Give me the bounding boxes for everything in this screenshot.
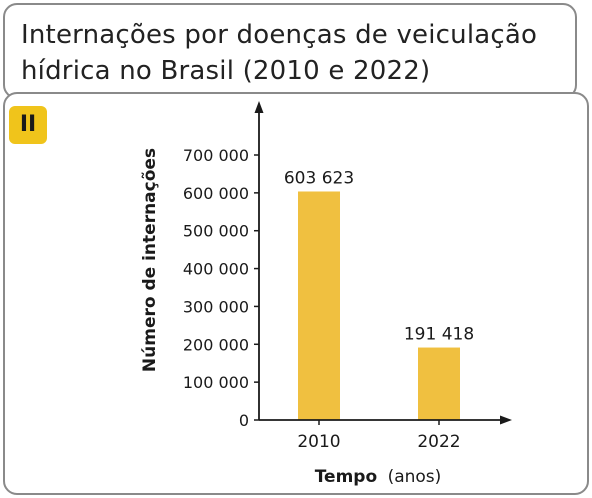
y-axis-arrowhead [254, 101, 264, 113]
bar-value-label: 603 623 [284, 168, 354, 188]
y-tick-label: 0 [239, 411, 249, 430]
chart-number-badge: II [9, 106, 47, 144]
chart-card [3, 92, 589, 495]
chart-title: Internações por doenças de veiculação hí… [21, 17, 571, 89]
y-tick-label: 300 000 [183, 297, 249, 316]
x-axis-label-unit: (anos) [388, 467, 442, 487]
y-tick-label: 600 000 [183, 184, 249, 203]
y-tick-label: 400 000 [183, 260, 249, 279]
x-axis-label: Tempo (anos) [315, 467, 442, 487]
x-axis-arrowhead [500, 415, 512, 425]
y-axis-label: Número de internações [140, 148, 160, 372]
y-tick-label: 500 000 [183, 222, 249, 241]
bar-2010 [298, 191, 340, 420]
chart-title-line-2: hídrica no Brasil (2010 e 2022) [21, 56, 431, 86]
x-tick-label: 2022 [417, 432, 460, 452]
y-tick-label: 700 000 [183, 146, 249, 165]
bar-2022 [418, 347, 460, 420]
x-tick-label: 2010 [297, 432, 340, 452]
title-card: Internações por doenças de veiculação hí… [3, 3, 577, 99]
y-tick-label: 200 000 [183, 335, 249, 354]
bar-value-label: 191 418 [404, 325, 474, 345]
chart-title-line-1: Internações por doenças de veiculação [21, 20, 538, 50]
x-axis-label-title: Tempo [315, 467, 377, 487]
y-tick-label: 100 000 [183, 373, 249, 392]
